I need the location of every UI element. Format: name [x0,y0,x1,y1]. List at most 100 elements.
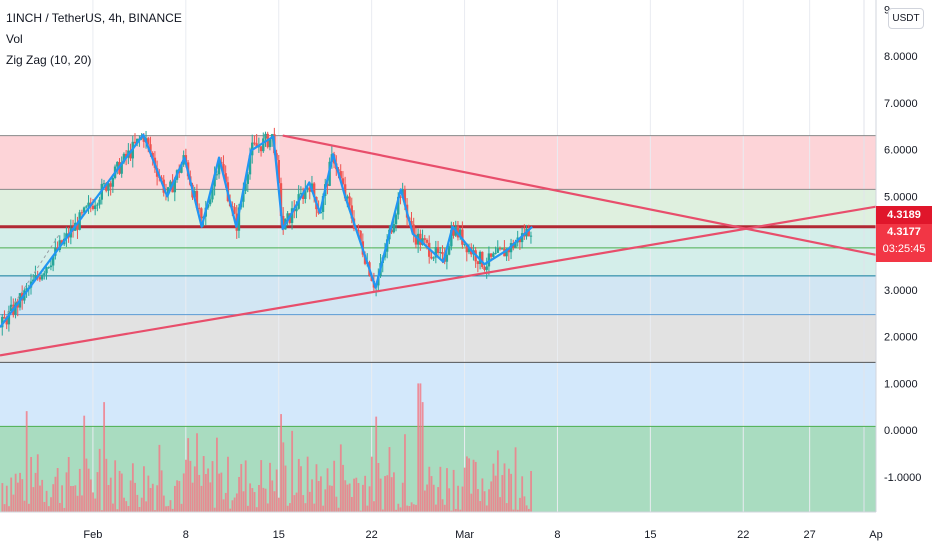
volume-bar [129,480,132,512]
candle-body [450,229,453,247]
candle-body [518,237,522,243]
candle-body [359,230,362,242]
volume-bar [28,503,30,512]
volume-bar [165,506,167,512]
volume-bar [134,482,136,512]
candle-body [461,229,464,245]
volume-bar [406,505,409,512]
volume-bar [211,461,214,512]
volume-bar [200,485,203,512]
volume-bar [525,505,528,512]
volume-bar [496,450,499,512]
candle-body [392,224,396,233]
volume-bar [430,476,433,512]
candle-body [445,254,449,262]
candle-body [49,265,53,268]
candle-body [107,183,110,191]
candle-body [120,162,123,174]
time-tick-label: 15 [273,529,285,541]
volume-bar [61,485,63,512]
volume-bar [461,486,464,512]
volume-bar [1,483,4,512]
volume-bar [67,457,70,512]
volume-bar [275,469,278,512]
volume-bar [280,414,282,512]
candle-body [65,233,68,239]
candle-body [527,228,530,237]
candle-body [304,188,307,199]
volume-bar [180,503,183,512]
candle-body [133,141,137,144]
candle-body [213,174,216,187]
candle-body [211,186,214,200]
candle-body [425,239,429,243]
zone-band [0,189,876,227]
volume-bar [437,487,440,512]
volume-bar [368,486,371,512]
price-unit-badge[interactable]: USDT [888,8,924,29]
volume-bar [83,415,86,512]
candle-body [217,161,221,175]
candle-body [47,267,50,269]
volume-bar [315,464,318,512]
volume-bar [468,458,471,512]
candle-body [436,247,440,253]
candle-body [255,143,258,147]
volume-bar [381,509,384,512]
candle-body [244,183,247,191]
candle-body [430,256,433,259]
volume-bar [50,497,52,512]
volume-bar [457,485,459,512]
volume-bar [450,510,453,512]
volume-bar [70,486,72,512]
candle-body [483,267,486,270]
volume-bar [512,509,515,512]
volume-bar [187,438,190,512]
candle-body [277,159,280,184]
volume-bar [463,467,466,512]
zigzag-line [0,133,533,328]
volume-bar [193,466,196,512]
volume-bar [218,473,221,512]
volume-bar [271,480,274,512]
volume-bar [519,497,521,512]
volume-bar [262,487,265,512]
volume-bar [521,476,524,512]
volume-bar [474,461,477,512]
candle-body [350,205,353,219]
volume-bar [452,469,455,512]
volume-bar [169,500,172,512]
volume-bar [388,447,391,512]
volume-bar [238,476,240,512]
candle-body [87,202,90,207]
candle-body [496,248,499,253]
candle-body [32,279,35,282]
volume-bar [114,460,117,512]
candle-body [195,191,199,208]
volume-bar [472,459,475,512]
candle-body [321,195,325,213]
candle-body [233,207,236,214]
candle-body [505,249,508,257]
volume-bar [492,463,495,512]
candle-body [109,183,112,187]
volume-bar [16,482,19,512]
candle-body [224,173,227,183]
candle-body [222,164,225,174]
volume-bar [503,463,506,512]
volume-bar [362,484,364,512]
price-tick-label: 2.0000 [884,332,918,344]
volume-bar [224,492,227,512]
volume-bar [96,472,99,512]
volume-bar [428,466,431,512]
alert-price-tag[interactable]: 4.3189 [876,206,932,224]
volume-bar [78,468,81,512]
candle-body [286,213,289,219]
candle-body [357,229,360,231]
volume-bar [404,434,406,512]
volume-bar [41,479,44,512]
candle-body [399,196,402,198]
volume-bar [395,509,398,512]
volume-bar [289,503,291,512]
